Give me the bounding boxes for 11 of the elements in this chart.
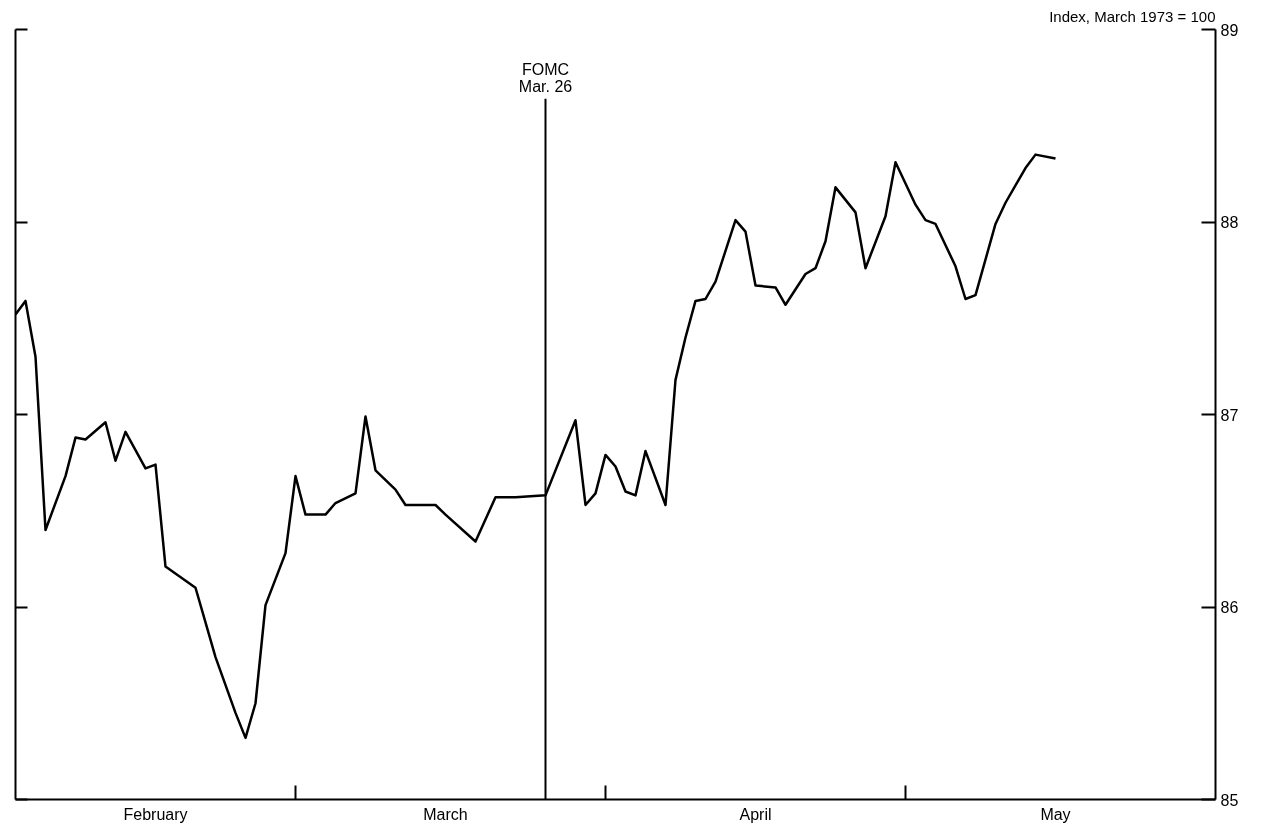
- x-tick-label: April: [739, 805, 772, 823]
- x-tick-label: February: [123, 805, 188, 823]
- ref-line-label: FOMC Mar. 26: [518, 60, 573, 95]
- y-tick-label: 86: [1220, 599, 1239, 616]
- x-tick-label: March: [423, 805, 468, 823]
- x-tick-label: May: [1040, 805, 1071, 823]
- y-tick-label: 87: [1220, 406, 1239, 424]
- y-tick-label: 88: [1220, 214, 1239, 231]
- y-axis-title: Index, March 1973 = 100: [1049, 7, 1216, 25]
- y-tick-label: 89: [1220, 21, 1239, 39]
- y-tick-label: 85: [1220, 791, 1239, 809]
